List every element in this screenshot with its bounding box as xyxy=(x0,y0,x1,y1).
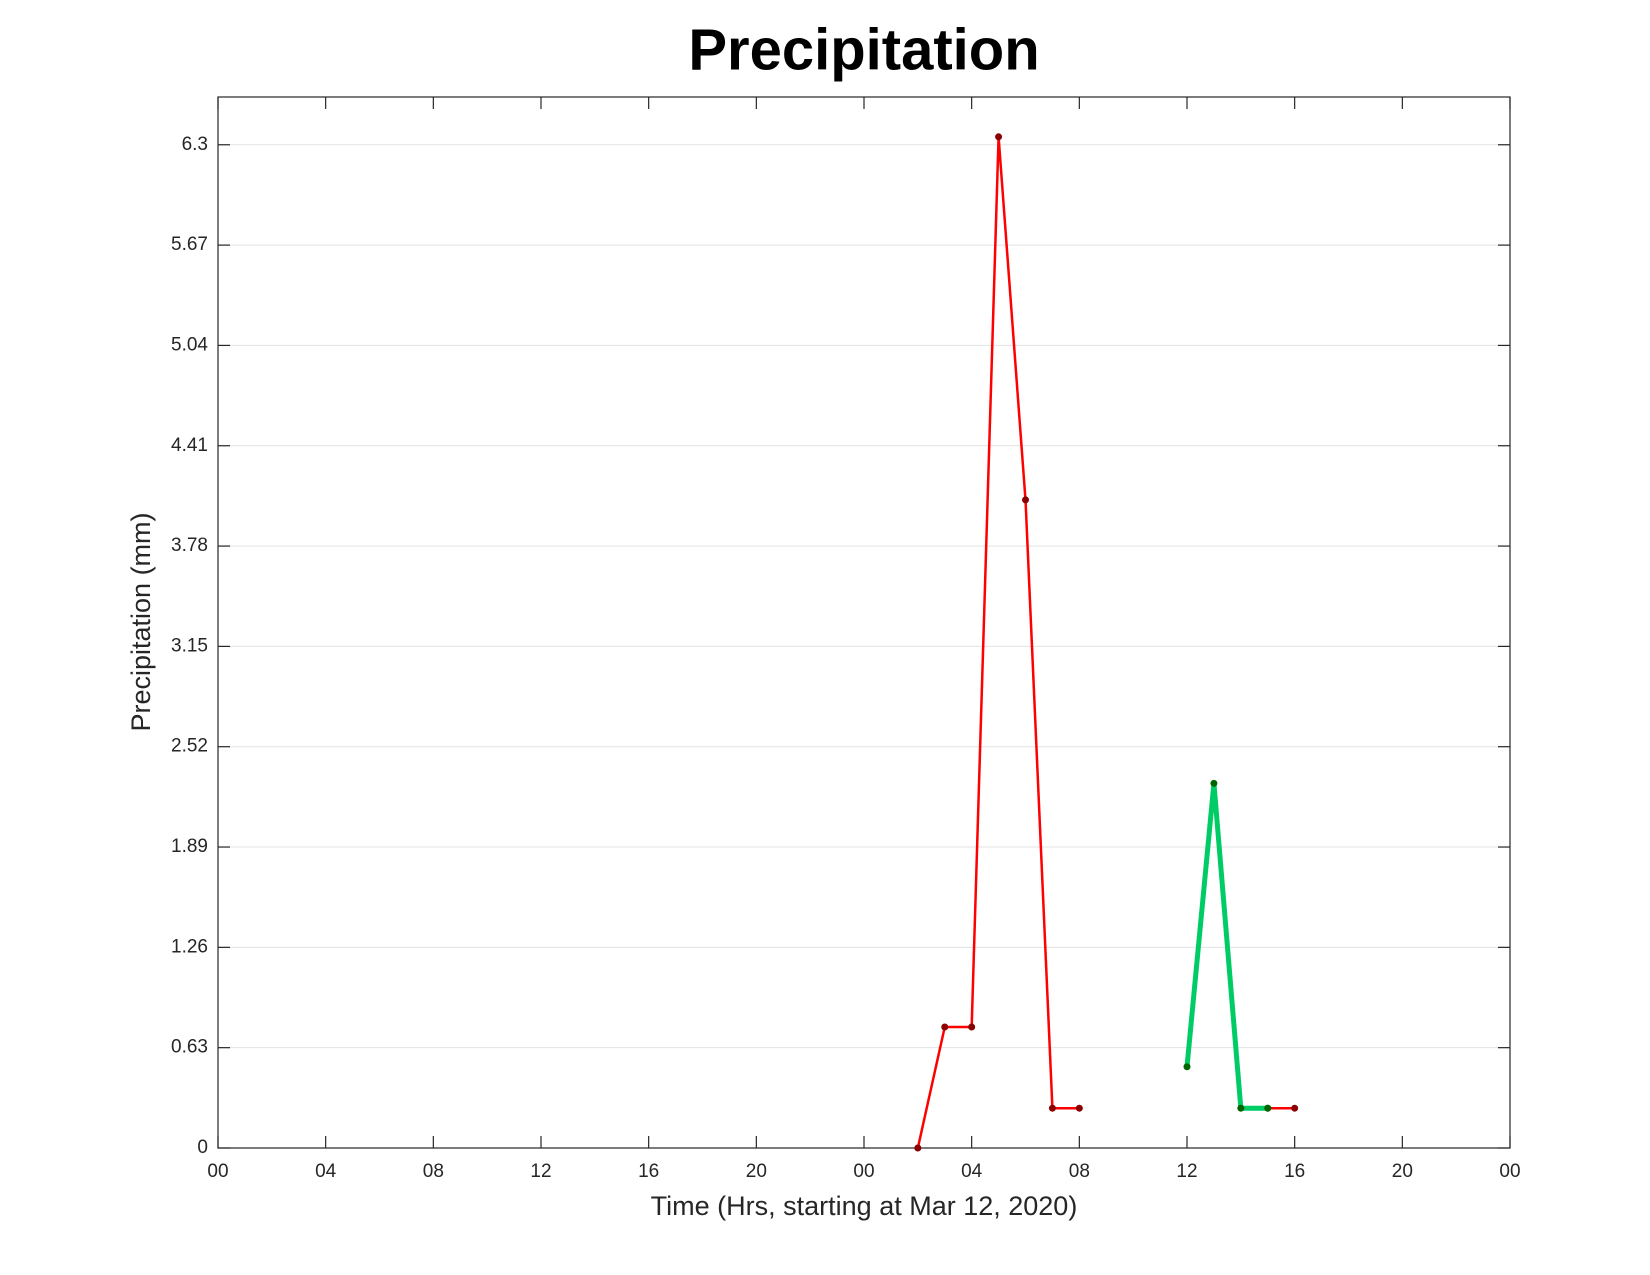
data-point xyxy=(1183,1063,1191,1071)
y-axis-label: Precipitation (mm) xyxy=(126,512,156,731)
y-tick-label: 1.89 xyxy=(171,836,208,857)
y-tick-label: 3.78 xyxy=(171,535,208,556)
chart-title: Precipitation xyxy=(688,17,1039,82)
x-tick-label: 20 xyxy=(1392,1161,1413,1182)
data-point xyxy=(995,133,1003,141)
axes-box xyxy=(217,96,1511,1149)
data-line xyxy=(916,135,1295,1149)
x-tick-label: 04 xyxy=(315,1161,337,1182)
data-point xyxy=(968,1023,976,1031)
y-tick-label: 0.63 xyxy=(171,1037,208,1058)
y-tick-label: 5.04 xyxy=(171,334,208,355)
x-tick-label: 04 xyxy=(961,1161,983,1182)
data-point xyxy=(1048,1104,1056,1112)
data-point xyxy=(1210,779,1218,787)
y-tick-label: 0 xyxy=(197,1137,208,1158)
data-point xyxy=(941,1023,949,1031)
x-axis-label: Time (Hrs, starting at Mar 12, 2020) xyxy=(651,1191,1078,1221)
data-point xyxy=(1075,1104,1083,1112)
x-tick-label: 16 xyxy=(1284,1161,1305,1182)
x-tick-label: 00 xyxy=(1499,1161,1520,1182)
data-point xyxy=(1237,1104,1245,1112)
y-tick-label: 6.3 xyxy=(182,134,208,155)
data-line xyxy=(1184,780,1268,1111)
x-tick-label: 08 xyxy=(423,1161,444,1182)
x-tick-label: 08 xyxy=(1069,1161,1090,1182)
data-point xyxy=(914,1144,922,1152)
x-tick-label: 00 xyxy=(207,1161,228,1182)
y-tick-label: 1.26 xyxy=(171,936,208,957)
x-tick-label: 16 xyxy=(638,1161,659,1182)
y-tick-label: 5.67 xyxy=(171,234,208,255)
x-tick-label: 12 xyxy=(530,1161,551,1182)
y-tick-label: 2.52 xyxy=(171,736,208,757)
y-tick-label: 3.15 xyxy=(171,635,208,656)
data-point xyxy=(1264,1104,1272,1112)
x-tick-label: 20 xyxy=(746,1161,767,1182)
x-tick-label: 12 xyxy=(1176,1161,1197,1182)
y-tick-label: 4.41 xyxy=(171,435,208,456)
x-tick-label: 00 xyxy=(853,1161,874,1182)
data-point xyxy=(1291,1104,1299,1112)
data-point xyxy=(1022,496,1029,504)
